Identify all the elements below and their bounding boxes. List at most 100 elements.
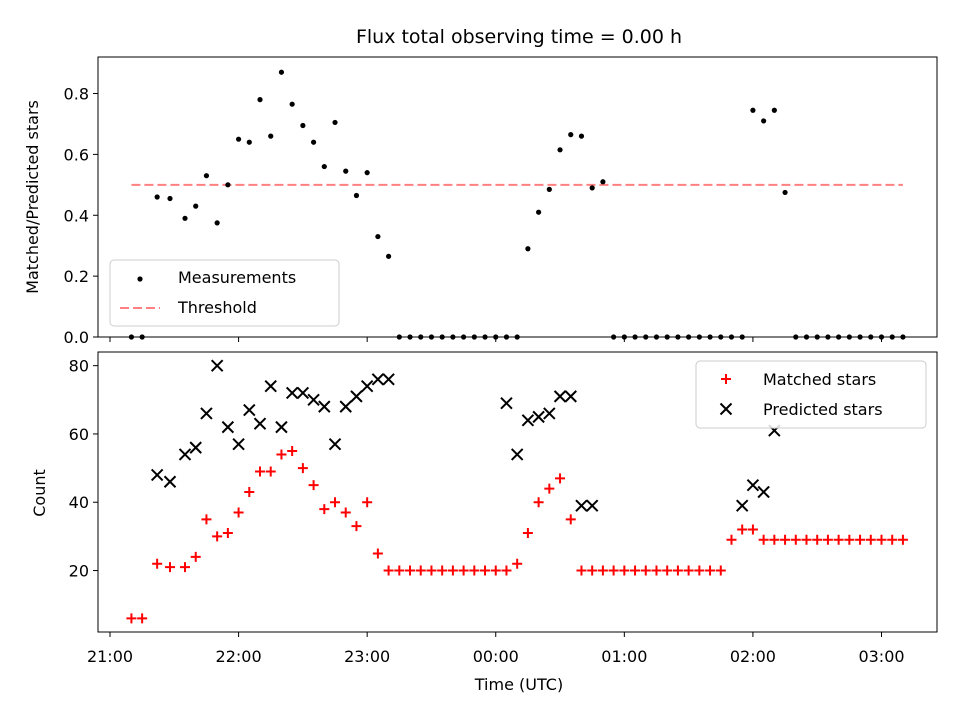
measurement-point <box>418 334 424 340</box>
top-y-axis-label: Matched/Predicted stars <box>23 100 42 294</box>
bottom-panel: Count Time (UTC) 20 40 60 80 21:00 22:00 23:00… <box>30 351 938 694</box>
predicted-star-point <box>328 437 342 451</box>
predicted-star-point <box>757 485 770 499</box>
measurement-point <box>814 334 820 340</box>
matched-star-point <box>812 534 823 545</box>
measurement-point <box>471 334 477 340</box>
matched-star-point <box>715 565 726 576</box>
matched-star-point <box>255 466 266 477</box>
top-legend-box <box>109 259 340 327</box>
predicted-star-point <box>318 400 331 413</box>
measurement-point <box>450 334 456 340</box>
predicted-star-point <box>575 499 588 512</box>
x-tick-label: 23:00 <box>344 647 390 666</box>
chart-title: Flux total observing time = 0.00 h <box>356 26 682 48</box>
legend-measurements-label: Measurements <box>178 268 296 287</box>
measurement-point <box>718 334 724 340</box>
bottom-y-tick-label: 40 <box>69 493 89 512</box>
measurement-point <box>128 334 135 340</box>
matched-star-point <box>180 562 191 573</box>
matched-star-point <box>319 504 330 515</box>
measurement-point <box>203 173 210 179</box>
top-y-tick-label: 0.8 <box>64 85 89 104</box>
matched-star-point <box>801 534 812 545</box>
predicted-star-point <box>296 386 310 400</box>
measurement-point <box>246 139 252 145</box>
matched-star-point <box>651 565 662 576</box>
predicted-star-point <box>510 448 524 461</box>
measurement-point <box>578 133 585 139</box>
matched-star-point <box>244 487 255 497</box>
measurement-point <box>428 334 435 340</box>
matched-star-point <box>233 507 244 518</box>
matched-star-point <box>394 565 405 576</box>
legend-predicted-marker <box>719 402 733 416</box>
measurement-point <box>385 253 392 259</box>
matched-star-point <box>372 548 383 559</box>
matched-star-point <box>769 534 780 545</box>
measurement-point <box>407 334 413 340</box>
predicted-star-point <box>200 407 213 420</box>
matched-star-point <box>897 534 908 545</box>
x-tick-label: 01:00 <box>601 647 647 666</box>
matched-star-point <box>276 449 287 460</box>
matched-star-point <box>544 483 555 494</box>
matched-star-point <box>190 551 201 562</box>
measurement-point <box>482 334 488 340</box>
matched-star-point <box>672 565 683 576</box>
matched-star-point <box>212 531 223 542</box>
measurement-point <box>278 69 285 75</box>
matched-star-point <box>351 521 362 532</box>
matched-star-point <box>597 565 608 576</box>
measurement-point <box>139 334 145 340</box>
measurement-point <box>225 182 231 188</box>
measurement-point <box>461 334 467 340</box>
matched-star-point <box>415 565 426 576</box>
predicted-star-point <box>232 437 245 451</box>
measurement-point <box>846 334 852 340</box>
measurement-point <box>793 334 799 340</box>
matched-star-point <box>737 524 748 535</box>
bottom-y-tick-label: 60 <box>69 425 89 444</box>
predicted-star-point <box>339 400 352 413</box>
matched-star-point <box>640 565 651 576</box>
matched-star-point <box>865 534 876 545</box>
matched-star-point <box>662 565 673 576</box>
matched-star-point <box>876 534 887 545</box>
bottom-y-tick-label: 80 <box>69 357 89 376</box>
measurement-point <box>739 334 745 340</box>
legend-matched-label: Matched stars <box>763 370 876 389</box>
measurement-point <box>343 168 349 174</box>
matched-star-point <box>152 558 163 569</box>
matched-star-point <box>822 534 833 545</box>
top-y-tick-label: 0.6 <box>64 145 89 164</box>
measurement-point <box>375 233 381 240</box>
measurement-point <box>235 136 242 142</box>
measurement-point <box>632 334 638 340</box>
matched-star-point <box>683 565 694 576</box>
predicted-star-point <box>150 468 164 482</box>
matched-star-point <box>297 463 308 474</box>
matched-star-point <box>619 565 630 576</box>
predicted-star-point <box>285 386 299 400</box>
measurement-point <box>825 334 831 340</box>
predicted-star-point <box>264 379 277 393</box>
measurement-point <box>857 334 863 340</box>
matched-star-point <box>833 534 844 545</box>
top-legend: Measurements Threshold <box>109 259 340 327</box>
predicted-star-point <box>360 379 374 393</box>
measurement-point <box>868 334 874 340</box>
matched-star-point <box>565 514 576 525</box>
measurement-point <box>503 334 510 340</box>
measurement-point <box>611 334 617 340</box>
predicted-star-point <box>532 410 545 424</box>
x-tick-label: 21:00 <box>87 647 133 666</box>
predicted-star-point <box>221 420 235 434</box>
measurement-point <box>750 107 756 113</box>
measurement-point <box>621 334 627 340</box>
matched-star-point <box>222 527 233 538</box>
measurement-point <box>364 170 370 176</box>
predicted-star-point <box>553 390 567 403</box>
measurement-point <box>525 246 531 252</box>
